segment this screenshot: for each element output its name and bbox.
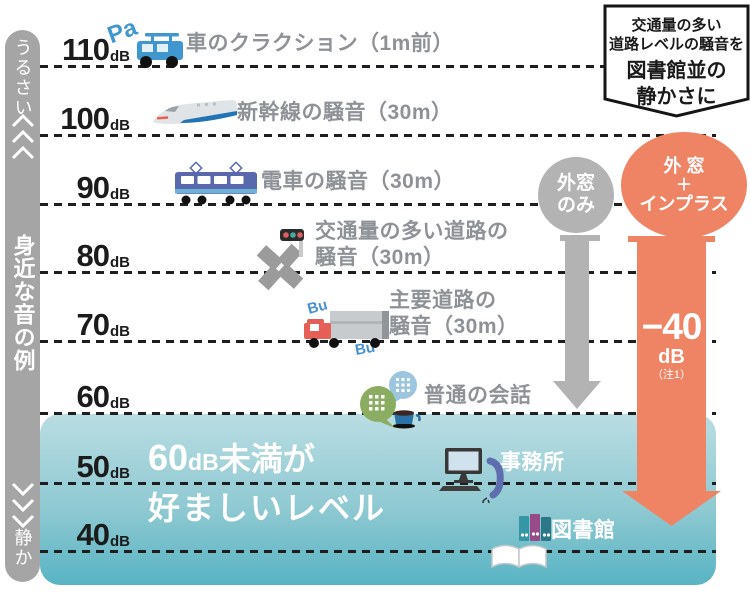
- callout-line-4: 静かさに: [636, 86, 717, 108]
- callout-line-1: 交通量の多い: [631, 17, 722, 34]
- db-tick-110: 110 dB: [61, 32, 130, 67]
- level-line-110db: [40, 65, 716, 68]
- chevron-up-icon: [11, 113, 34, 160]
- callout-line-3: 図書館並の: [626, 60, 727, 82]
- example-label-busy-road: 交通量の多い道路の 騒音（30m）: [315, 220, 509, 269]
- axis-quiet-label: 静か: [12, 528, 33, 568]
- db-tick-90: 90 dB: [76, 170, 130, 205]
- db-tick-60: 60 dB: [76, 379, 130, 414]
- example-label-main-road: 主要道路の 騒音（30m）: [389, 289, 519, 338]
- truck-icon: Bu Bu: [304, 297, 389, 357]
- chevron-down-icon: [11, 482, 34, 529]
- library-icon: [491, 514, 551, 569]
- shinkansen-icon: [153, 100, 237, 124]
- db-tick-80: 80 dB: [76, 238, 130, 273]
- train-icon: [175, 161, 257, 205]
- car-horn-icon: Pa: [106, 14, 183, 68]
- level-line-50db: [40, 482, 716, 485]
- horn-sfx-text: Pa: [106, 14, 141, 50]
- example-label-car-horn: 車のクラクション（1m前）: [186, 32, 454, 55]
- intersection-icon: [256, 229, 304, 291]
- example-label-train: 電車の騒音（30m）: [261, 170, 456, 193]
- preferred-zone-text: 60dB未満が 好ましいレベル: [148, 437, 387, 526]
- callout-line-2: 道路レベルの騒音を: [608, 36, 744, 53]
- db-tick-70: 70 dB: [76, 307, 130, 342]
- level-line-100db: [40, 134, 716, 137]
- truck-sfx-text-1: Bu: [306, 297, 330, 318]
- db-tick-50: 50 dB: [76, 449, 130, 484]
- callout-border: [603, 4, 750, 118]
- loudness-axis-bar: うるさい 身近な音の例 静か: [5, 30, 40, 582]
- example-label-library: 図書館: [551, 519, 616, 542]
- axis-loud-label: うるさい: [12, 38, 33, 118]
- outer-window-only-badge: 外窓 のみ: [538, 157, 614, 233]
- office-icon: [439, 448, 504, 503]
- example-label-conversation: 普通の会話: [424, 384, 532, 407]
- outer-window-plus-inplus-badge: 外 窓 ＋ インプラス: [621, 132, 747, 238]
- example-label-shinkansen: 新幹線の騒音（30m）: [237, 101, 453, 124]
- db-tick-40: 40 dB: [76, 517, 130, 552]
- level-line-90db: [40, 203, 716, 206]
- db-tick-100: 100 dB: [60, 101, 130, 136]
- preferred-zone-panel: [40, 414, 716, 585]
- example-label-office: 事務所: [500, 451, 565, 474]
- gray-down-arrow: [553, 235, 601, 409]
- reduction-value: −40 dB （注1）: [641, 306, 703, 382]
- headline-callout-box: 交通量の多い 道路レベルの騒音を 図書館並の 静かさに: [603, 4, 750, 122]
- level-line-80db: [40, 271, 716, 274]
- level-line-40db: [40, 550, 716, 553]
- orange-down-arrow: [622, 236, 721, 526]
- conversation-icon: [360, 371, 421, 429]
- axis-title: 身近な音の例: [10, 234, 36, 372]
